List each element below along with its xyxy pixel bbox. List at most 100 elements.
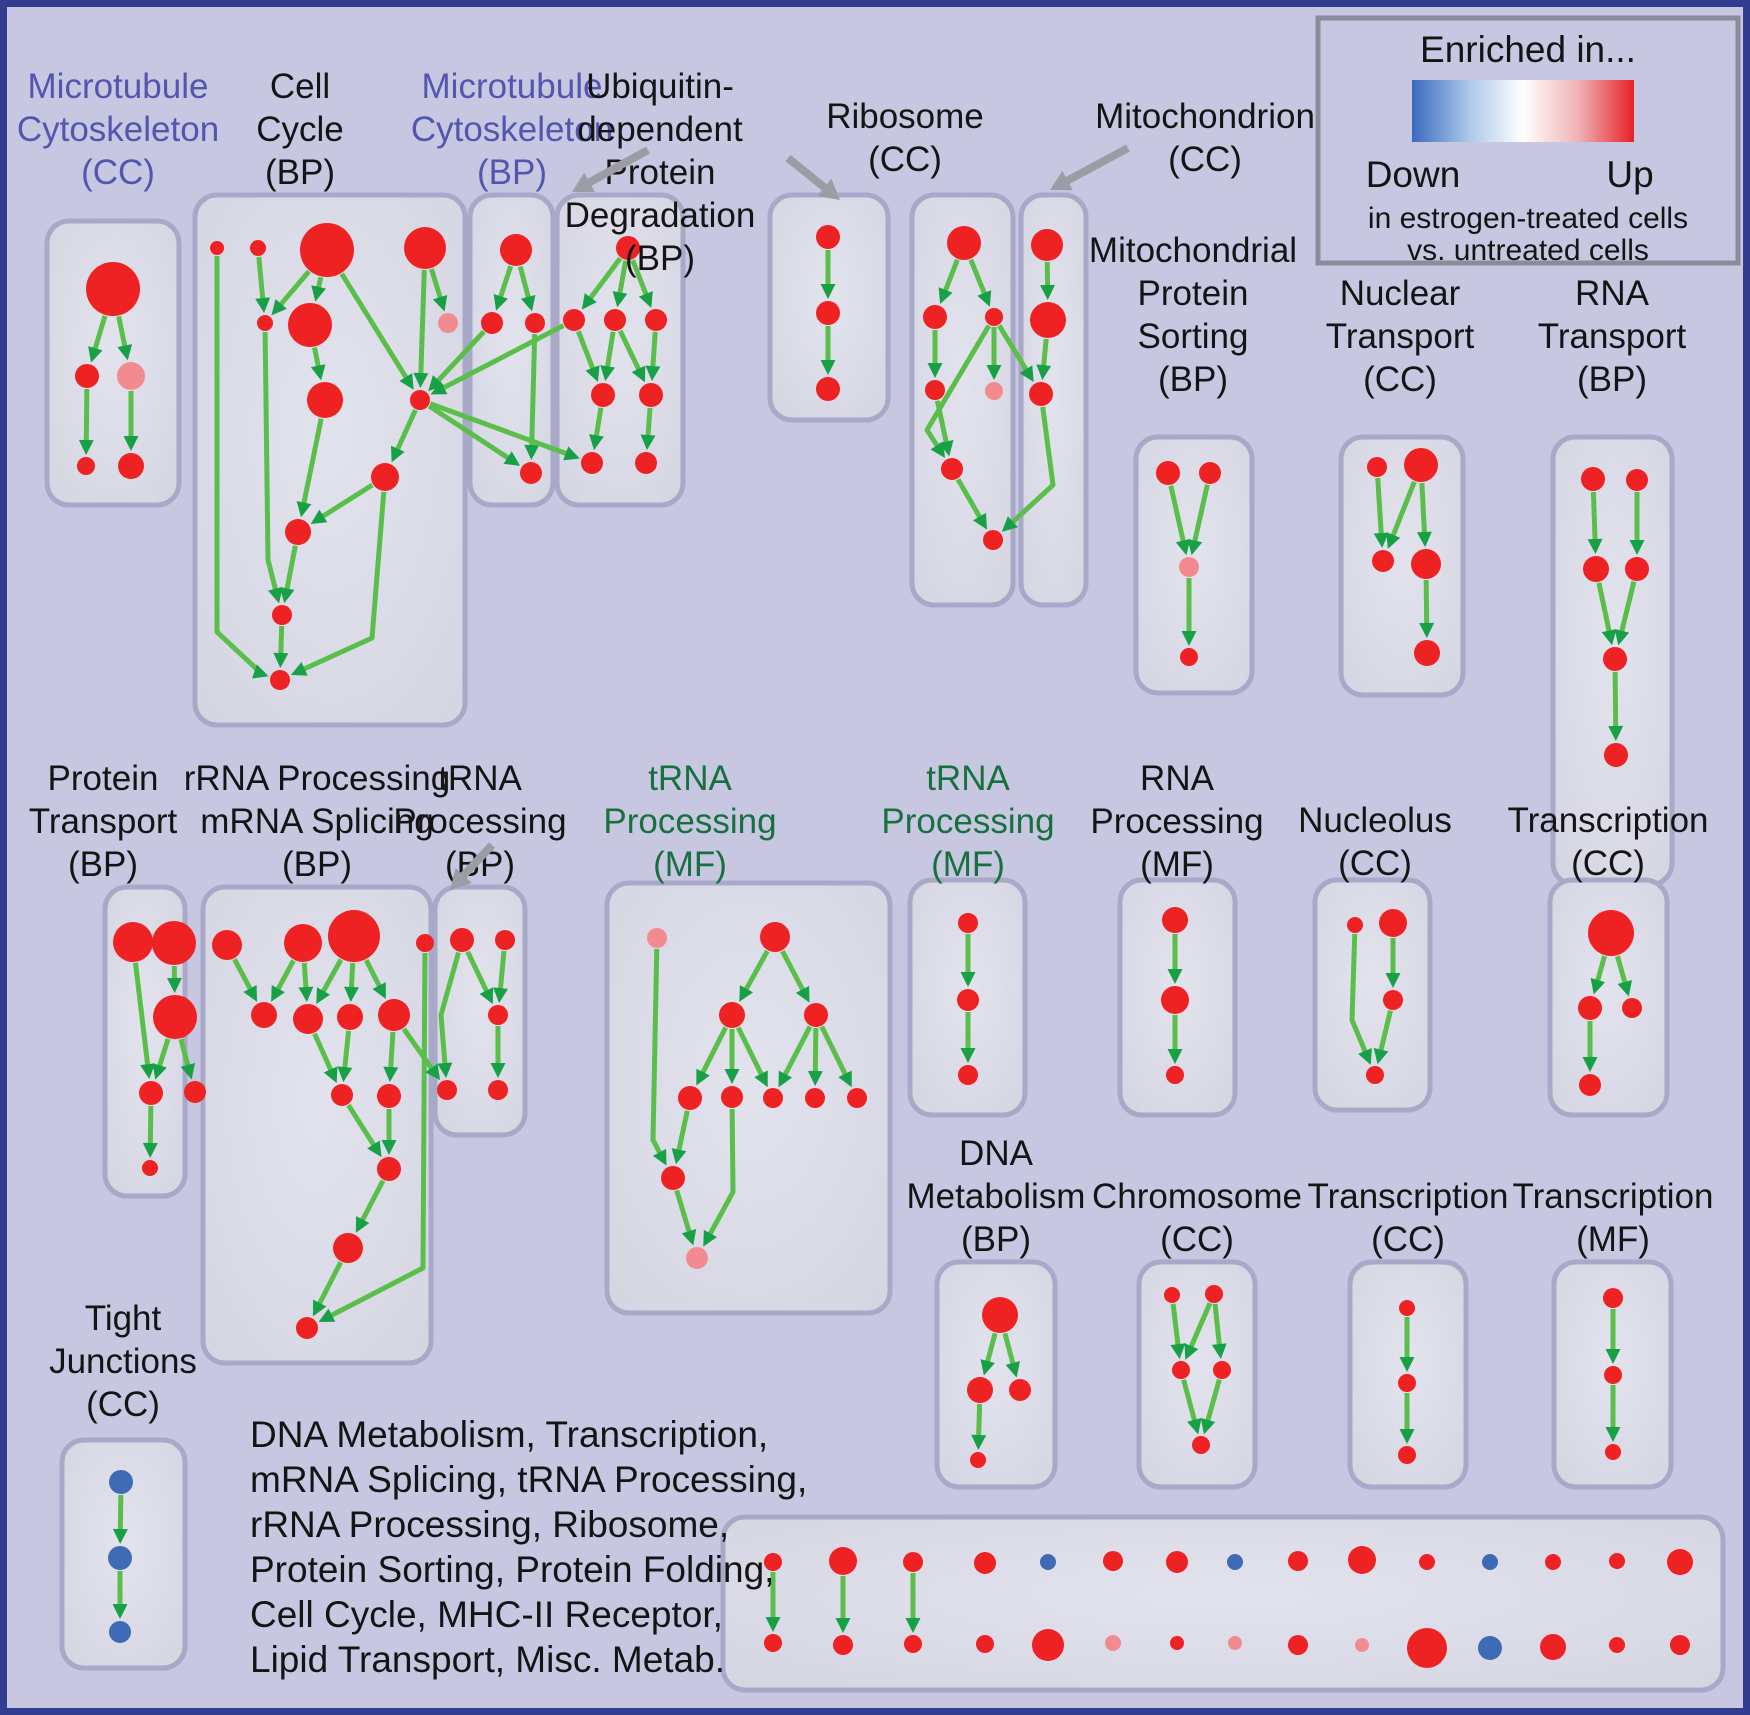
- edge: [630, 259, 650, 298]
- edge: [593, 407, 604, 439]
- cluster-label-line: Transport: [1326, 317, 1475, 356]
- cluster-nodes-rna-transport: [1581, 467, 1649, 767]
- arrowhead-icon: [524, 444, 540, 461]
- arrowhead-icon: [640, 434, 656, 451]
- arrowhead-icon: [383, 1066, 399, 1083]
- arrowhead-icon: [311, 285, 326, 302]
- gene-node: [829, 1547, 857, 1575]
- cluster-label-line: Metabolism: [907, 1177, 1086, 1216]
- gene-node: [284, 924, 322, 962]
- edge: [156, 1038, 171, 1069]
- edge: [1191, 484, 1210, 545]
- cluster-nodes-microtubule-cc: [75, 262, 145, 479]
- edge: [735, 1026, 765, 1078]
- arrowhead-icon: [1005, 1361, 1021, 1378]
- arrowhead-icon: [1385, 973, 1401, 988]
- edge: [1389, 480, 1417, 539]
- cluster-nodes-ribosome: [923, 226, 1003, 550]
- arrowhead-icon: [298, 986, 314, 1003]
- cluster-label-line: (BP): [1577, 360, 1647, 399]
- cluster-edges-nucleolus: [1349, 933, 1401, 1065]
- gene-node: [563, 309, 585, 331]
- gene-node: [1288, 1635, 1308, 1655]
- gene-node: [139, 1081, 163, 1105]
- cluster-nodes-mito-sorting: [1156, 461, 1221, 666]
- arrowhead-icon: [296, 501, 312, 518]
- gene-node: [488, 1005, 508, 1025]
- color-legend: Enriched in... Down Up in estrogen-treated …: [1315, 15, 1741, 267]
- cluster-label-trna-mf-a: tRNA Processing (MF): [603, 759, 776, 884]
- footnote-line: Lipid Transport, Misc. Metab.: [250, 1639, 725, 1680]
- gene-node: [833, 1635, 853, 1655]
- edge: [346, 1103, 378, 1149]
- cluster-label-line: Processing: [881, 802, 1054, 841]
- cluster-edges-microtubule-cc: [78, 315, 139, 456]
- arrowhead-icon: [152, 1063, 167, 1080]
- gene-node: [337, 1004, 363, 1030]
- cluster-label-line: (CC): [868, 140, 942, 179]
- gene-node: [1164, 1287, 1180, 1303]
- arrowhead-icon: [312, 1299, 327, 1317]
- arrowhead-icon: [316, 987, 331, 1005]
- edge: [1168, 485, 1187, 545]
- arrowhead-icon: [1373, 532, 1389, 549]
- cluster-box-nucleolus: [1312, 877, 1433, 1113]
- cluster-edges-misc-group: [765, 1572, 921, 1633]
- pointer-arrow-icon: [457, 842, 495, 882]
- edge: [394, 408, 418, 453]
- pointer-arrow-icon: [785, 154, 831, 194]
- gene-node: [212, 930, 242, 960]
- cluster-edges-trna-bp: [437, 950, 508, 1079]
- gene-node: [1009, 1379, 1031, 1401]
- arrowhead-icon: [754, 1070, 768, 1088]
- cluster-nodes-microtubule-bp: [481, 234, 545, 484]
- cluster-label-ubiquitin-1: Ubiquitin-dependent Protein Degradation (BP…: [565, 67, 756, 278]
- edge: [262, 331, 279, 593]
- arrowhead-icon: [1184, 1343, 1199, 1360]
- gene-node: [1040, 1554, 1056, 1570]
- edge: [1596, 582, 1613, 635]
- edge: [587, 256, 623, 302]
- gene-node: [974, 1552, 996, 1574]
- cluster-nodes-misc-group: [764, 1546, 1693, 1668]
- footnote-line: DNA Metabolism, Transcription,: [250, 1414, 768, 1455]
- gene-node: [581, 452, 603, 474]
- arrowhead-icon: [1187, 539, 1203, 556]
- gene-node: [1367, 457, 1387, 477]
- cluster-label-line: (BP): [477, 153, 547, 192]
- gene-node: [1579, 1074, 1601, 1096]
- arrowhead-icon: [367, 1140, 382, 1158]
- cluster-edges-trna-mf-a: [650, 948, 852, 1247]
- cluster-label-microtubule-cc: Microtubule Cytoskeleton (CC): [17, 67, 219, 192]
- gene-node: [251, 1002, 277, 1028]
- cluster-label-line: Transport: [1538, 317, 1687, 356]
- gene-node: [1029, 382, 1053, 406]
- cluster-edges-ribosome: [924, 258, 1002, 530]
- gene-node: [296, 1317, 318, 1339]
- cluster-label-line: Sorting: [1138, 317, 1249, 356]
- arrowhead-icon: [112, 1528, 128, 1545]
- arrowhead-icon: [493, 294, 508, 311]
- cluster-edges-protein-transport: [133, 962, 196, 1159]
- arrowhead-icon: [971, 1434, 987, 1451]
- gene-node: [847, 1088, 867, 1108]
- edges-layer: [78, 250, 1645, 1633]
- edge: [1204, 1378, 1222, 1424]
- arrowhead-icon: [432, 294, 448, 312]
- arrowhead-icon: [1614, 629, 1630, 646]
- edge: [1618, 581, 1637, 635]
- cluster-label-line: Processing: [1090, 802, 1263, 841]
- gene-node: [108, 1546, 132, 1570]
- edge: [319, 482, 374, 520]
- arrowhead-icon: [255, 297, 271, 314]
- gene-node: [495, 930, 515, 950]
- cluster-label-line: Ubiquitin-: [586, 67, 734, 106]
- gene-node: [982, 1297, 1018, 1333]
- cluster-label-line: (MF): [1140, 845, 1214, 884]
- cluster-edges-rna-processing: [1167, 934, 1183, 1064]
- arrowhead-icon: [428, 375, 444, 392]
- gene-node: [719, 1002, 745, 1028]
- gene-node: [661, 1166, 685, 1190]
- gene-node: [970, 1452, 986, 1468]
- pointer-arrowhead-icon: [817, 178, 840, 200]
